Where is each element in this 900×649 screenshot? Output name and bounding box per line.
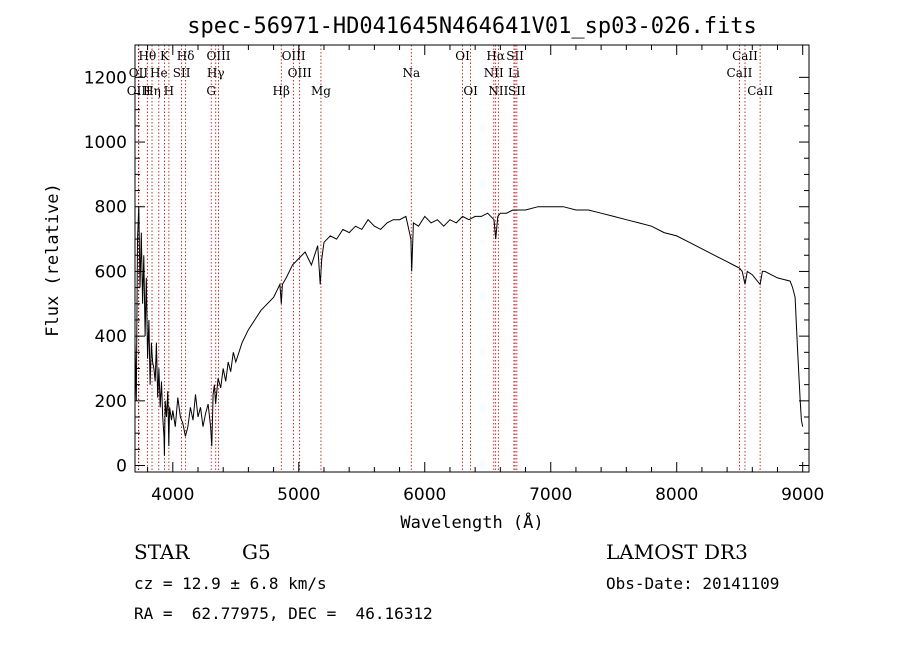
spectral-line-label: SII: [173, 66, 191, 80]
spectral-line-label: K: [160, 49, 170, 63]
spectrum-line: [134, 206, 804, 456]
x-tick-label: 5000: [277, 485, 320, 505]
y-tick-label: 400: [95, 327, 127, 347]
spectral-line-label: OIII: [288, 66, 312, 80]
spectral-line-label: Hγ: [207, 66, 225, 80]
x-tick-label: 7000: [529, 485, 572, 505]
spectral-line-label: NII: [484, 66, 504, 80]
y-axis-label: Flux (relative): [43, 183, 63, 337]
x-axis: 4000 5000 6000 7000 8000 9000: [147, 45, 824, 505]
spectral-line-label: OI: [463, 84, 478, 98]
spectral-line-label: He: [150, 66, 168, 80]
y-tick-label: 200: [95, 392, 127, 412]
spectral-line-label: OIII: [282, 49, 306, 63]
x-tick-label: 9000: [781, 485, 824, 505]
redshift-value: cz = 12.9 ± 6.8 km/s: [134, 574, 327, 593]
spectral-line-label: Hθ: [138, 49, 156, 63]
y-axis: 0 200 400 600 800 1000 1200: [84, 68, 809, 477]
spectral-line-label: NII: [488, 84, 508, 98]
y-tick-label: 800: [95, 198, 127, 218]
object-class: STAR: [134, 540, 190, 564]
spectral-line-label: OIII: [206, 49, 230, 63]
survey-name: LAMOST DR3: [606, 540, 748, 564]
spectral-line-label: Mg: [311, 84, 331, 98]
plot-area: [134, 206, 804, 456]
spectral-line-label: G: [206, 84, 216, 98]
spectral-line-label: CaII: [747, 84, 773, 98]
x-tick-label: 8000: [655, 485, 698, 505]
chart-title: spec-56971-HD041645N464641V01_sp03-026.f…: [187, 14, 757, 39]
spectral-line-label: SII: [508, 84, 526, 98]
spectral-line-label: Hη: [143, 84, 161, 98]
observation-date: Obs-Date: 20141109: [606, 574, 780, 593]
y-tick-label: 0: [116, 457, 127, 477]
spectral-line-label: H: [164, 84, 174, 98]
spectral-line-label: CaII: [732, 49, 758, 63]
spectral-line-label: OI: [455, 49, 470, 63]
spectral-line-label: Li: [508, 66, 520, 80]
object-subclass: G5: [242, 540, 271, 564]
spectral-line-label: CaII: [727, 66, 753, 80]
spectral-line-label: Hα: [486, 49, 505, 63]
y-tick-label: 1200: [84, 68, 127, 88]
x-tick-label: 6000: [403, 485, 446, 505]
spectral-line-label: Hδ: [177, 49, 195, 63]
plot-frame: [134, 44, 810, 473]
spectral-line-label: Hβ: [273, 84, 290, 98]
coordinates: RA = 62.77975, DEC = 46.16312: [134, 604, 433, 623]
spectral-line-label: SII: [506, 49, 524, 63]
y-tick-label: 600: [95, 262, 127, 282]
spectral-line-label: Na: [402, 66, 420, 80]
spectral-line-label: OIII: [127, 84, 151, 98]
y-tick-label: 1000: [84, 133, 127, 153]
x-axis-label: Wavelength (Å): [400, 511, 543, 533]
x-tick-label: 4000: [151, 485, 194, 505]
